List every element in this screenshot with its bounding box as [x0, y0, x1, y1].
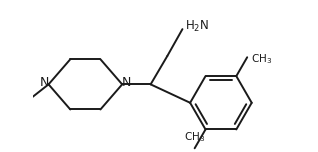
Text: CH$_3$: CH$_3$: [184, 130, 205, 144]
Text: N: N: [121, 76, 131, 89]
Text: N: N: [40, 76, 49, 89]
Text: H$_2$N: H$_2$N: [185, 19, 209, 34]
Text: CH$_3$: CH$_3$: [251, 52, 272, 66]
